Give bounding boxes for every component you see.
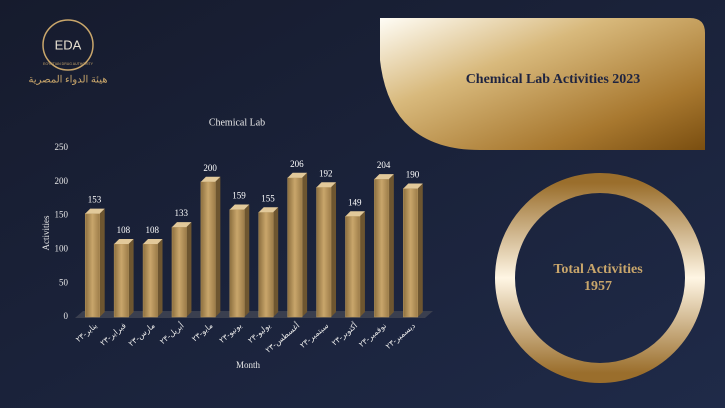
logo-arabic: هيئة الدواء المصرية [29, 74, 108, 85]
bar-side [128, 238, 134, 317]
y-tick-label: 250 [55, 142, 69, 152]
value-label: 155 [261, 193, 275, 203]
x-axis-label: Month [236, 360, 261, 370]
bar-top [345, 211, 365, 217]
value-label: 108 [146, 225, 160, 235]
bar [403, 188, 419, 318]
value-label: 192 [319, 168, 333, 178]
bar-side [99, 208, 105, 317]
y-axis-label: Activities [41, 215, 51, 250]
value-label: 153 [88, 195, 102, 205]
bar-top [85, 208, 105, 214]
bar [200, 181, 216, 318]
bar-side [244, 204, 250, 317]
bar-top [114, 238, 134, 244]
bar [287, 177, 303, 318]
chart-floor [75, 311, 433, 318]
value-label: 149 [348, 197, 362, 207]
logo-caption: EGYPTIAN DRUG AUTHORITY [43, 62, 94, 66]
bar [374, 178, 390, 318]
bar-side [302, 172, 308, 317]
y-tick-label: 100 [55, 243, 69, 253]
slide-title: Chemical Lab Activities 2023 [466, 72, 641, 87]
value-label: 159 [232, 191, 246, 201]
bar-top [200, 176, 221, 182]
bar-side [417, 183, 423, 317]
bar-side [331, 182, 337, 317]
bar-side [273, 207, 279, 317]
logo-text: EDA [55, 37, 82, 52]
bar-side [359, 211, 365, 317]
logo-ring [42, 19, 94, 71]
value-label: 108 [117, 225, 131, 235]
value-label: 206 [290, 159, 304, 169]
bar [171, 226, 187, 318]
chart-title: Chemical Lab [209, 117, 265, 128]
bar [345, 216, 361, 318]
bar-top [258, 207, 279, 213]
value-label: 190 [406, 170, 420, 180]
value-label: 133 [174, 208, 188, 218]
total-label: Total Activities [553, 262, 643, 277]
bar-top [143, 238, 163, 244]
y-tick-label: 150 [55, 210, 69, 220]
bar-top [229, 204, 250, 210]
bar-top [403, 183, 423, 189]
y-tick-label: 0 [64, 311, 69, 321]
total-ring [495, 173, 705, 383]
bar [229, 209, 245, 318]
bar-top [171, 222, 192, 228]
total-value: 1957 [584, 279, 612, 294]
bar-side [157, 238, 163, 317]
bar-side [186, 222, 192, 317]
y-tick-label: 50 [59, 277, 69, 287]
bar [142, 243, 158, 318]
bar-top [287, 172, 308, 178]
bar [316, 186, 332, 318]
bar [84, 213, 100, 318]
bar-side [215, 176, 221, 317]
bar [258, 211, 274, 318]
y-tick-label: 200 [55, 176, 69, 186]
bar-side [388, 174, 394, 317]
value-label: 204 [377, 160, 391, 170]
title-banner [380, 18, 705, 150]
bar-top [374, 174, 394, 180]
bar [113, 243, 129, 318]
bar-top [316, 182, 337, 188]
value-label: 200 [203, 163, 217, 173]
